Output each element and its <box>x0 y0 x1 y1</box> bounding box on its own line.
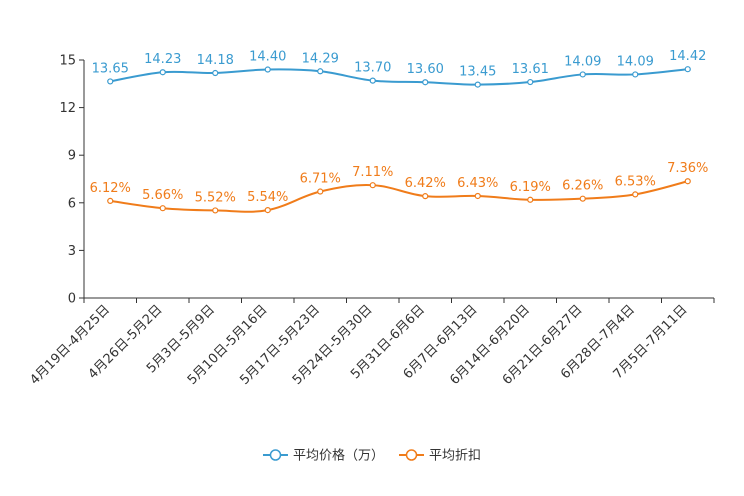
data-point[interactable] <box>212 207 219 214</box>
data-point[interactable] <box>317 188 324 195</box>
data-point[interactable] <box>264 206 271 214</box>
data-label: 5.52% <box>195 190 236 205</box>
data-label: 6.42% <box>405 176 446 191</box>
data-point[interactable] <box>422 79 429 86</box>
data-label: 14.09 <box>617 54 654 69</box>
legend-item-average-price[interactable]: 平均价格（万） <box>262 448 384 464</box>
data-point[interactable] <box>159 69 166 76</box>
data-label: 14.18 <box>197 53 234 68</box>
series-average-discount: 6.12% 5.66% 5.52% 5.54% 6.71% 7.11% 6.42% 6.43%… <box>90 161 708 214</box>
legend-item-average-discount[interactable]: 平均折扣 <box>399 449 481 464</box>
y-tick-label: 12 <box>59 101 76 116</box>
data-label: 6.43% <box>457 176 498 191</box>
data-point[interactable] <box>107 197 114 204</box>
series-average-price: 13.65 14.23 14.18 14.40 14.29 13.70 13.60 13.45… <box>92 49 706 88</box>
data-label: 13.65 <box>92 61 129 76</box>
legend[interactable]: 平均价格（万） 平均折扣 <box>262 448 481 464</box>
data-point[interactable] <box>264 66 271 73</box>
data-label: 13.70 <box>354 61 391 76</box>
data-label: 6.71% <box>300 172 341 187</box>
data-point[interactable] <box>684 66 691 73</box>
data-label: 13.45 <box>459 65 496 80</box>
data-label: 6.19% <box>510 180 551 195</box>
legend-label: 平均折扣 <box>429 449 481 464</box>
data-point[interactable] <box>474 81 481 88</box>
data-point[interactable] <box>369 182 376 189</box>
data-point[interactable] <box>317 68 324 75</box>
data-label: 7.36% <box>667 161 708 176</box>
data-label: 14.23 <box>144 52 181 67</box>
data-label: 6.12% <box>90 181 131 196</box>
data-label: 14.42 <box>669 49 706 64</box>
data-label: 7.11% <box>352 165 393 180</box>
data-label: 5.54% <box>247 190 288 205</box>
y-tick-label: 9 <box>68 149 76 164</box>
legend-marker-icon <box>405 449 418 461</box>
series-line <box>110 180 688 213</box>
data-point[interactable] <box>474 192 481 200</box>
data-point[interactable] <box>579 195 586 202</box>
data-label: 6.53% <box>615 174 656 189</box>
data-point[interactable] <box>107 78 114 85</box>
y-tick-label: 3 <box>68 244 76 259</box>
data-point[interactable] <box>159 205 166 212</box>
data-point[interactable] <box>632 191 639 198</box>
data-label: 13.60 <box>407 62 444 77</box>
data-point[interactable] <box>632 71 639 78</box>
axes: 036912154月19日-4月25日4月26日-5月2日5月3日-5月9日5月… <box>27 54 715 388</box>
data-label: 5.66% <box>142 188 183 203</box>
data-point[interactable] <box>422 193 429 200</box>
data-point[interactable] <box>579 71 586 78</box>
data-label: 14.40 <box>249 50 286 65</box>
y-tick-label: 15 <box>59 54 76 69</box>
legend-label: 平均价格（万） <box>293 448 384 464</box>
data-point[interactable] <box>212 69 219 77</box>
data-point[interactable] <box>369 77 376 84</box>
data-label: 14.29 <box>302 51 339 66</box>
data-label: 13.61 <box>512 62 549 77</box>
legend-marker-icon <box>269 449 282 461</box>
series-layer: 13.65 14.23 14.18 14.40 14.29 13.70 13.60 13.45… <box>90 49 708 214</box>
series-line <box>110 68 688 86</box>
data-point[interactable] <box>527 78 534 86</box>
data-point[interactable] <box>527 196 534 203</box>
data-label: 14.09 <box>564 54 601 69</box>
data-label: 6.26% <box>562 179 603 194</box>
legend-items: 平均价格（万） 平均折扣 <box>262 448 481 464</box>
data-point[interactable] <box>684 178 691 185</box>
y-tick-label: 0 <box>68 292 76 307</box>
y-tick-label: 6 <box>68 196 76 211</box>
